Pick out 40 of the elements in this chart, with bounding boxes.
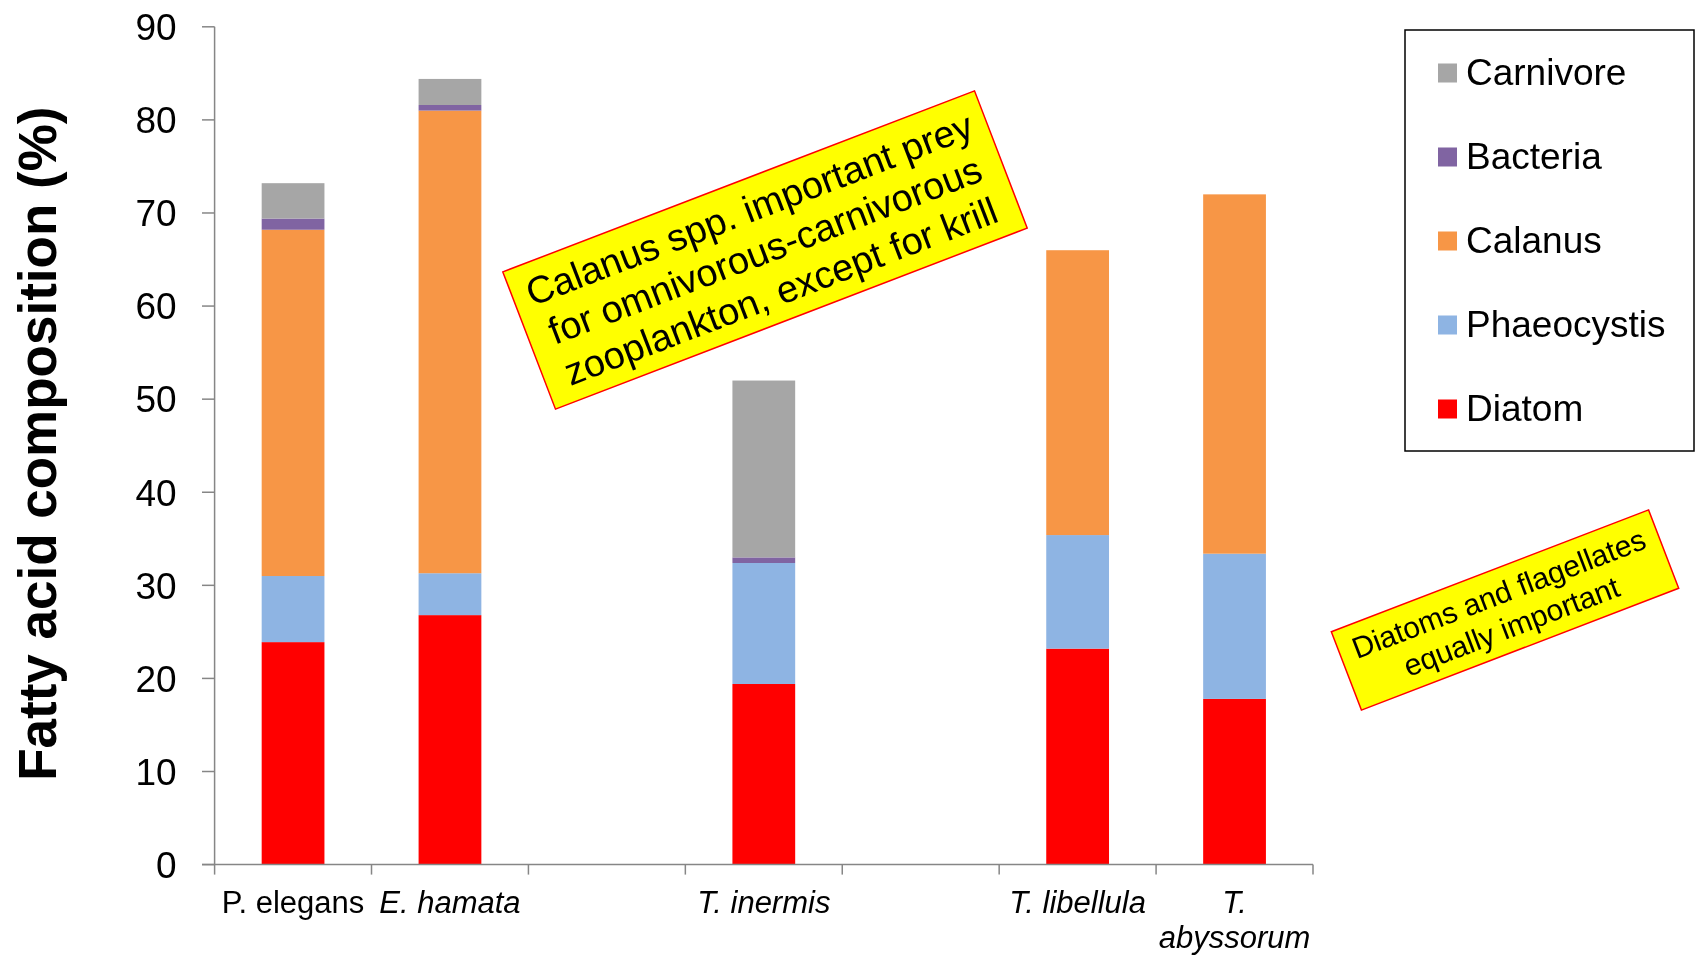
y-tick-label: 80 [135, 100, 177, 142]
y-tick-label: 90 [135, 7, 177, 49]
y-tick-label: 60 [135, 286, 177, 328]
bar [261, 218, 325, 230]
y-axis-title: Fatty acid composition (%) [8, 106, 67, 781]
bar [418, 615, 482, 865]
x-tick-label: T. libellula [1009, 885, 1146, 920]
x-tick-label: T. inermis [697, 885, 831, 920]
bar [418, 78, 482, 105]
bar [261, 183, 325, 219]
bar [261, 642, 325, 865]
legend-label: Bacteria [1466, 136, 1603, 177]
bar [1203, 698, 1266, 865]
x-tick-label: T. abyssorum [1158, 885, 1311, 955]
y-tick-label: 40 [135, 472, 177, 514]
bar [418, 573, 482, 616]
legend-label: Calanus [1466, 220, 1602, 261]
legend-label: Diatom [1466, 388, 1584, 429]
bar [732, 684, 796, 865]
bar [261, 576, 325, 643]
bar [1203, 553, 1266, 699]
y-tick-label: 50 [135, 379, 177, 421]
bar [732, 557, 796, 563]
bar [418, 105, 482, 111]
legend-label: Phaeocystis [1466, 304, 1666, 345]
bar [418, 110, 482, 574]
y-tick-label: 70 [135, 193, 177, 235]
legend-label: Carnivore [1466, 52, 1627, 93]
bar [1046, 535, 1110, 649]
y-tick-label: 30 [135, 565, 177, 607]
y-tick-label: 20 [135, 658, 177, 700]
x-tick-label: E. hamata [379, 885, 521, 920]
y-tick-label: 0 [156, 844, 177, 886]
y-tick-label: 10 [135, 751, 177, 793]
x-tick-label: P. elegans [221, 885, 365, 920]
bar [1046, 648, 1110, 865]
bar [1203, 194, 1266, 554]
bar [732, 562, 796, 685]
bar [261, 229, 325, 577]
bar [1046, 250, 1110, 536]
